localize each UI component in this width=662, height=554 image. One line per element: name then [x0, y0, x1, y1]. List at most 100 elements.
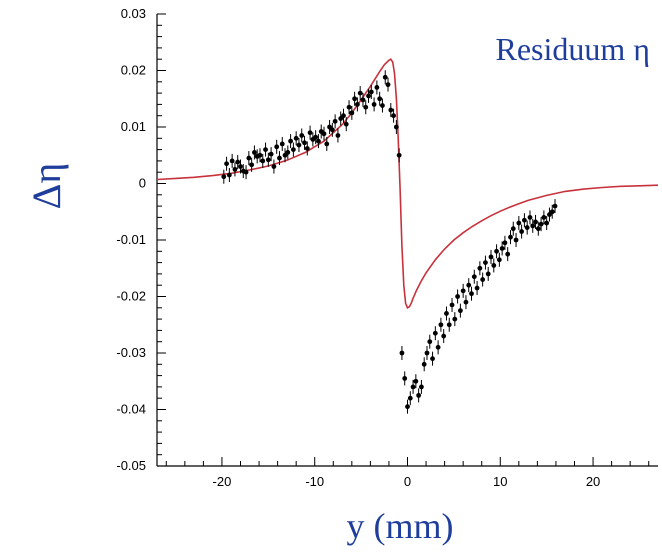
data-point	[452, 316, 458, 322]
data-point	[432, 330, 438, 336]
x-tick-label: 10	[493, 474, 507, 489]
data-point	[321, 131, 327, 137]
data-point	[355, 102, 360, 107]
data-point	[388, 107, 394, 113]
data-point	[424, 350, 430, 356]
data-point	[427, 339, 433, 345]
data-point	[368, 89, 374, 95]
fit-curve-layer	[156, 58, 659, 309]
data-point	[396, 152, 402, 158]
data-point	[466, 282, 472, 288]
data-point	[405, 404, 410, 410]
data-point	[341, 113, 346, 119]
data-point	[224, 161, 229, 167]
data-point	[480, 277, 486, 282]
data-point	[522, 217, 527, 223]
data-point	[271, 164, 277, 169]
data-point	[265, 157, 271, 163]
chart-annotation: Residuum η	[495, 31, 650, 67]
data-point	[513, 237, 519, 243]
y-tick-label: 0.01	[121, 119, 146, 134]
data-point	[268, 151, 274, 157]
data-point	[380, 103, 385, 108]
data-point	[277, 155, 282, 161]
data-point	[260, 158, 266, 164]
data-point	[391, 113, 396, 119]
data-point	[421, 361, 427, 367]
data-point	[343, 121, 349, 127]
data-point	[510, 226, 516, 232]
data-point	[491, 263, 497, 268]
data-point	[285, 150, 291, 155]
data-point	[449, 302, 455, 308]
data-point	[402, 376, 408, 381]
data-point	[304, 146, 310, 151]
data-point	[293, 135, 299, 141]
data-point	[524, 225, 530, 230]
data-point	[502, 240, 508, 246]
data-point	[382, 74, 388, 80]
data-point	[385, 82, 391, 88]
data-point	[296, 142, 302, 148]
data-point	[533, 219, 538, 225]
x-tick-label: -20	[213, 474, 232, 489]
data-point	[290, 147, 296, 153]
data-point	[499, 246, 505, 251]
data-point	[463, 299, 469, 305]
data-point	[413, 378, 419, 384]
axis-ticks	[157, 13, 650, 467]
data-point	[407, 395, 413, 401]
y-tick-label: 0.02	[121, 63, 146, 78]
data-points-layer	[221, 70, 558, 414]
tick-labels: -0.05 -0.04 -0.03 -0.02 -0.01 0 0.01 0.02 0.03 -2…	[116, 6, 600, 489]
data-point	[221, 174, 227, 180]
data-point	[366, 93, 371, 99]
data-point	[477, 265, 483, 271]
data-point	[485, 271, 491, 277]
data-point	[324, 141, 330, 147]
data-point	[371, 102, 377, 107]
data-point	[335, 133, 341, 138]
data-point	[232, 166, 238, 172]
data-point	[399, 350, 405, 356]
data-point	[307, 130, 313, 136]
x-tick-label: 20	[586, 474, 600, 489]
data-point	[527, 215, 533, 220]
data-point	[419, 384, 424, 390]
data-point	[469, 291, 474, 297]
y-tick-label: -0.03	[116, 345, 146, 360]
data-point	[352, 96, 358, 102]
data-point	[438, 322, 444, 328]
data-point	[329, 127, 335, 133]
data-point	[488, 254, 494, 260]
data-point	[313, 134, 319, 140]
data-point	[346, 104, 352, 110]
data-point	[252, 150, 257, 155]
data-point	[530, 223, 536, 229]
data-point	[263, 147, 268, 153]
data-point	[349, 110, 355, 116]
data-point	[360, 97, 366, 103]
data-point	[494, 248, 499, 254]
data-point	[535, 226, 541, 232]
data-point	[457, 308, 463, 314]
data-point	[246, 155, 252, 161]
data-point	[249, 162, 255, 168]
data-point	[552, 203, 558, 209]
data-point	[430, 356, 435, 362]
x-tick-label: 0	[404, 474, 411, 489]
data-point	[455, 294, 460, 299]
data-point	[357, 90, 363, 96]
data-point	[516, 220, 522, 226]
data-point	[229, 158, 235, 164]
y-tick-label: -0.04	[116, 402, 146, 417]
data-point	[226, 172, 232, 178]
data-point	[444, 311, 449, 316]
y-tick-label: -0.05	[116, 458, 146, 473]
data-point	[541, 215, 547, 220]
data-point	[519, 229, 525, 234]
x-axis-label: y (mm)	[347, 506, 454, 546]
data-point	[238, 164, 243, 169]
